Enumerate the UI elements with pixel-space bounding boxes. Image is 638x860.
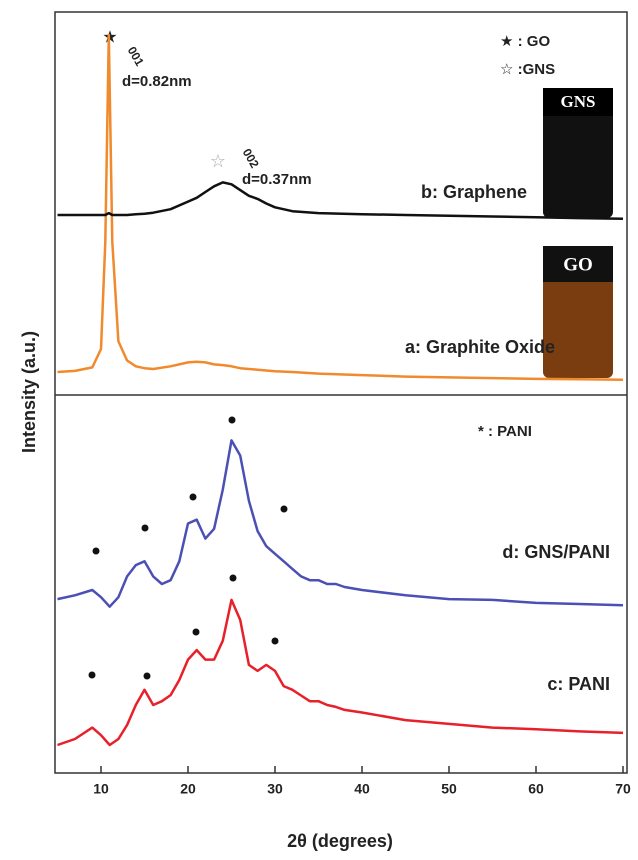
dot (142, 525, 149, 532)
series-label: c: PANI (547, 674, 610, 694)
dot (89, 672, 96, 679)
dot (281, 506, 288, 513)
series-label: a: Graphite Oxide (405, 337, 555, 357)
dot (144, 673, 151, 680)
dot (93, 548, 100, 555)
x-tick-label: 40 (354, 781, 370, 797)
dot (230, 575, 237, 582)
vial-label: GO (563, 254, 593, 275)
peak-label: d=0.37nm (242, 171, 312, 188)
x-tick-label: 50 (441, 781, 457, 797)
series-label: b: Graphene (421, 182, 527, 202)
x-axis-label: 2θ (degrees) (287, 831, 393, 851)
dot (190, 494, 197, 501)
pani-dots (89, 417, 288, 680)
x-tick-label: 70 (615, 781, 631, 797)
x-tick-label: 10 (93, 781, 109, 797)
dot (229, 417, 236, 424)
x-tick-label: 20 (180, 781, 196, 797)
gns-star: ☆ (210, 151, 226, 171)
legend-entry: ☆ :GNS (500, 61, 555, 78)
x-tick-label: 30 (267, 781, 283, 797)
gns-vial: GNS (543, 88, 613, 218)
peak-label: d=0.82nm (122, 73, 192, 90)
peak-label: 001 (125, 44, 147, 69)
y-axis-label: Intensity (a.u.) (19, 331, 39, 453)
peak-label: 002 (240, 146, 262, 171)
dot (193, 629, 200, 636)
x-tick-label: 60 (528, 781, 544, 797)
legend-entry: * : PANI (478, 423, 532, 440)
series-label: d: GNS/PANI (502, 542, 610, 562)
plot-frame (55, 12, 627, 773)
vial-label: GNS (561, 92, 596, 111)
legend-entry: ★ : GO (500, 33, 550, 50)
series-line (58, 182, 624, 218)
series-line (58, 600, 624, 745)
series-line (58, 440, 624, 606)
chart: Intensity (a.u.) 2θ (degrees) GNS GO ★ 0… (0, 0, 638, 860)
dot (272, 638, 279, 645)
go-vial: GO (543, 246, 613, 378)
